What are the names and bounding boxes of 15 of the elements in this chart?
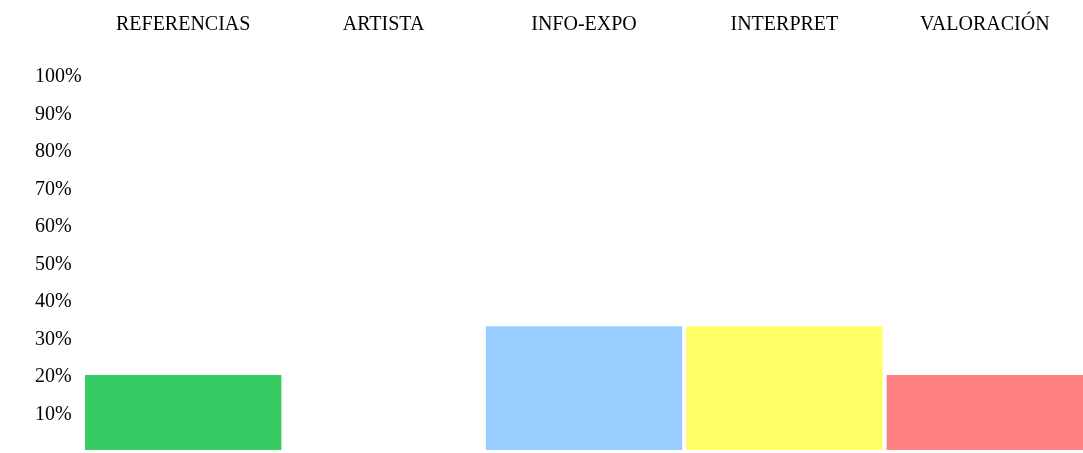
x-tick-label: ARTISTA [342, 12, 425, 34]
y-tick-label: 50% [35, 251, 72, 274]
y-tick-label: 100% [35, 64, 82, 86]
x-tick-label: VALORACIÓN [919, 11, 1050, 34]
y-tick-label: 90% [35, 101, 72, 124]
y-tick-label: 10% [35, 401, 72, 424]
x-tick-label: INTERPRET [730, 12, 839, 34]
y-tick-label: 20% [35, 364, 72, 386]
y-tick-label: 40% [35, 289, 72, 311]
x-tick-label: REFERENCIAS [115, 12, 251, 34]
y-tick-label: 60% [35, 214, 72, 236]
y-tick-label: 70% [35, 176, 72, 199]
x-tick-label: INFO-EXPO [531, 12, 637, 34]
y-tick-label: 80% [35, 139, 72, 161]
y-tick-label: 30% [35, 326, 72, 349]
